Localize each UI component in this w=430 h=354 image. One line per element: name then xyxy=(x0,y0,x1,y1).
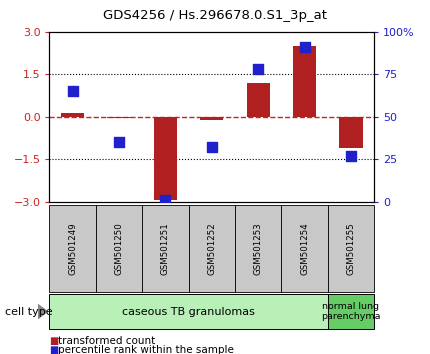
Text: normal lung
parenchyma: normal lung parenchyma xyxy=(321,302,381,321)
Text: GSM501249: GSM501249 xyxy=(68,222,77,275)
Point xyxy=(162,197,169,203)
Bar xyxy=(96,205,142,292)
Bar xyxy=(142,205,189,292)
Bar xyxy=(49,294,328,329)
Bar xyxy=(189,205,235,292)
Bar xyxy=(154,117,177,200)
Bar xyxy=(328,294,374,329)
Point xyxy=(255,67,261,72)
Text: cell type: cell type xyxy=(5,307,53,316)
Text: GSM501253: GSM501253 xyxy=(254,222,263,275)
Point xyxy=(209,144,215,150)
Text: caseous TB granulomas: caseous TB granulomas xyxy=(122,307,255,316)
Bar xyxy=(235,205,281,292)
Text: GSM501254: GSM501254 xyxy=(300,222,309,275)
Point xyxy=(347,153,354,159)
Bar xyxy=(293,46,316,117)
Text: GSM501252: GSM501252 xyxy=(207,222,216,275)
Text: ■: ■ xyxy=(49,336,59,346)
Text: transformed count: transformed count xyxy=(58,336,155,346)
Text: GSM501251: GSM501251 xyxy=(161,222,170,275)
Bar xyxy=(49,205,96,292)
Bar xyxy=(328,205,374,292)
Bar xyxy=(108,117,131,118)
Bar xyxy=(246,83,270,117)
Point xyxy=(116,139,123,145)
Polygon shape xyxy=(38,304,47,319)
Point xyxy=(301,44,308,50)
Bar xyxy=(200,117,223,120)
Text: GSM501250: GSM501250 xyxy=(114,222,123,275)
Text: GSM501255: GSM501255 xyxy=(347,222,356,275)
Bar xyxy=(61,113,84,117)
Bar xyxy=(339,117,362,148)
Text: GDS4256 / Hs.296678.0.S1_3p_at: GDS4256 / Hs.296678.0.S1_3p_at xyxy=(103,9,327,22)
Text: ■: ■ xyxy=(49,346,59,354)
Point xyxy=(69,88,76,94)
Bar xyxy=(281,205,328,292)
Text: percentile rank within the sample: percentile rank within the sample xyxy=(58,346,234,354)
